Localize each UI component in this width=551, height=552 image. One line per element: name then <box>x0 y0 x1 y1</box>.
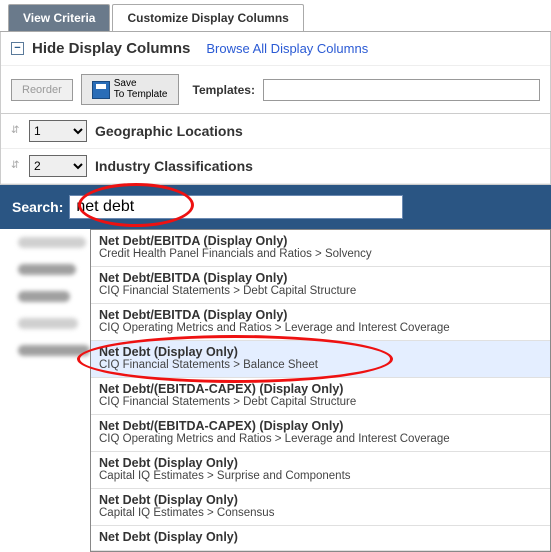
tab-bar: View Criteria Customize Display Columns <box>0 0 551 32</box>
dropdown-item[interactable]: Net Debt/EBITDA (Display Only) Credit He… <box>91 230 550 267</box>
drag-handle-icon[interactable]: ⇵ <box>11 161 21 171</box>
dropdown-item-path: CIQ Financial Statements > Debt Capital … <box>99 285 542 297</box>
search-dropdown: Net Debt/EBITDA (Display Only) Credit He… <box>90 229 551 552</box>
column-row-1: ⇵ 1 Geographic Locations <box>1 114 550 149</box>
save-button-label: SaveTo Template <box>114 79 168 100</box>
dropdown-item[interactable]: Net Debt/(EBITDA-CAPEX) (Display Only) C… <box>91 378 550 415</box>
dropdown-item-title: Net Debt/(EBITDA-CAPEX) (Display Only) <box>99 382 542 396</box>
tab-view-criteria[interactable]: View Criteria <box>8 4 110 31</box>
browse-all-link[interactable]: Browse All Display Columns <box>206 41 368 56</box>
dropdown-item-title: Net Debt (Display Only) <box>99 493 542 507</box>
dropdown-item-selected[interactable]: Net Debt (Display Only) CIQ Financial St… <box>91 341 550 378</box>
dropdown-item-path: CIQ Financial Statements > Balance Sheet <box>99 359 542 371</box>
display-columns-section: − Hide Display Columns Browse All Displa… <box>0 32 551 185</box>
templates-input[interactable] <box>263 79 540 101</box>
search-wrap <box>69 195 539 219</box>
search-bar: Search: Net Debt/EBITDA (Display Only) C… <box>0 185 551 229</box>
dropdown-item[interactable]: Net Debt (Display Only) Capital IQ Estim… <box>91 452 550 489</box>
toolbar: Reorder SaveTo Template Templates: <box>1 65 550 114</box>
section-title: Hide Display Columns <box>32 40 190 57</box>
dropdown-item-path: Capital IQ Estimates > Consensus <box>99 507 542 519</box>
order-select-2[interactable]: 2 <box>29 155 87 177</box>
tab-customize-columns[interactable]: Customize Display Columns <box>112 4 303 31</box>
drag-handle-icon[interactable]: ⇵ <box>11 126 21 136</box>
dropdown-item[interactable]: Net Debt/EBITDA (Display Only) CIQ Opera… <box>91 304 550 341</box>
toggle-row: − Hide Display Columns Browse All Displa… <box>1 32 550 65</box>
templates-label: Templates: <box>193 83 255 97</box>
dropdown-item-path: Capital IQ Estimates > Surprise and Comp… <box>99 470 542 482</box>
dropdown-item-title: Net Debt (Display Only) <box>99 456 542 470</box>
dropdown-item[interactable]: Net Debt/EBITDA (Display Only) CIQ Finan… <box>91 267 550 304</box>
app-root: View Criteria Customize Display Columns … <box>0 0 551 389</box>
column-name-1: Geographic Locations <box>95 123 243 139</box>
reorder-button[interactable]: Reorder <box>11 79 73 101</box>
dropdown-item-title: Net Debt/EBITDA (Display Only) <box>99 308 542 322</box>
save-template-button[interactable]: SaveTo Template <box>81 74 179 105</box>
dropdown-item-title: Net Debt (Display Only) <box>99 345 542 359</box>
dropdown-item[interactable]: Net Debt (Display Only) <box>91 526 550 551</box>
dropdown-item-path: CIQ Financial Statements > Debt Capital … <box>99 396 542 408</box>
dropdown-item[interactable]: Net Debt (Display Only) Capital IQ Estim… <box>91 489 550 526</box>
search-input[interactable] <box>69 195 403 219</box>
save-icon <box>92 81 110 99</box>
search-label: Search: <box>12 199 63 215</box>
dropdown-item-title: Net Debt/EBITDA (Display Only) <box>99 234 542 248</box>
column-name-2: Industry Classifications <box>95 158 253 174</box>
column-row-2: ⇵ 2 Industry Classifications <box>1 149 550 184</box>
dropdown-item-path: Credit Health Panel Financials and Ratio… <box>99 248 542 260</box>
dropdown-item[interactable]: Net Debt/(EBITDA-CAPEX) (Display Only) C… <box>91 415 550 452</box>
dropdown-item-title: Net Debt/EBITDA (Display Only) <box>99 271 542 285</box>
dropdown-item-path: CIQ Operating Metrics and Ratios > Lever… <box>99 322 542 334</box>
dropdown-item-title: Net Debt/(EBITDA-CAPEX) (Display Only) <box>99 419 542 433</box>
dropdown-item-path: CIQ Operating Metrics and Ratios > Lever… <box>99 433 542 445</box>
collapse-icon[interactable]: − <box>11 42 24 55</box>
order-select-1[interactable]: 1 <box>29 120 87 142</box>
